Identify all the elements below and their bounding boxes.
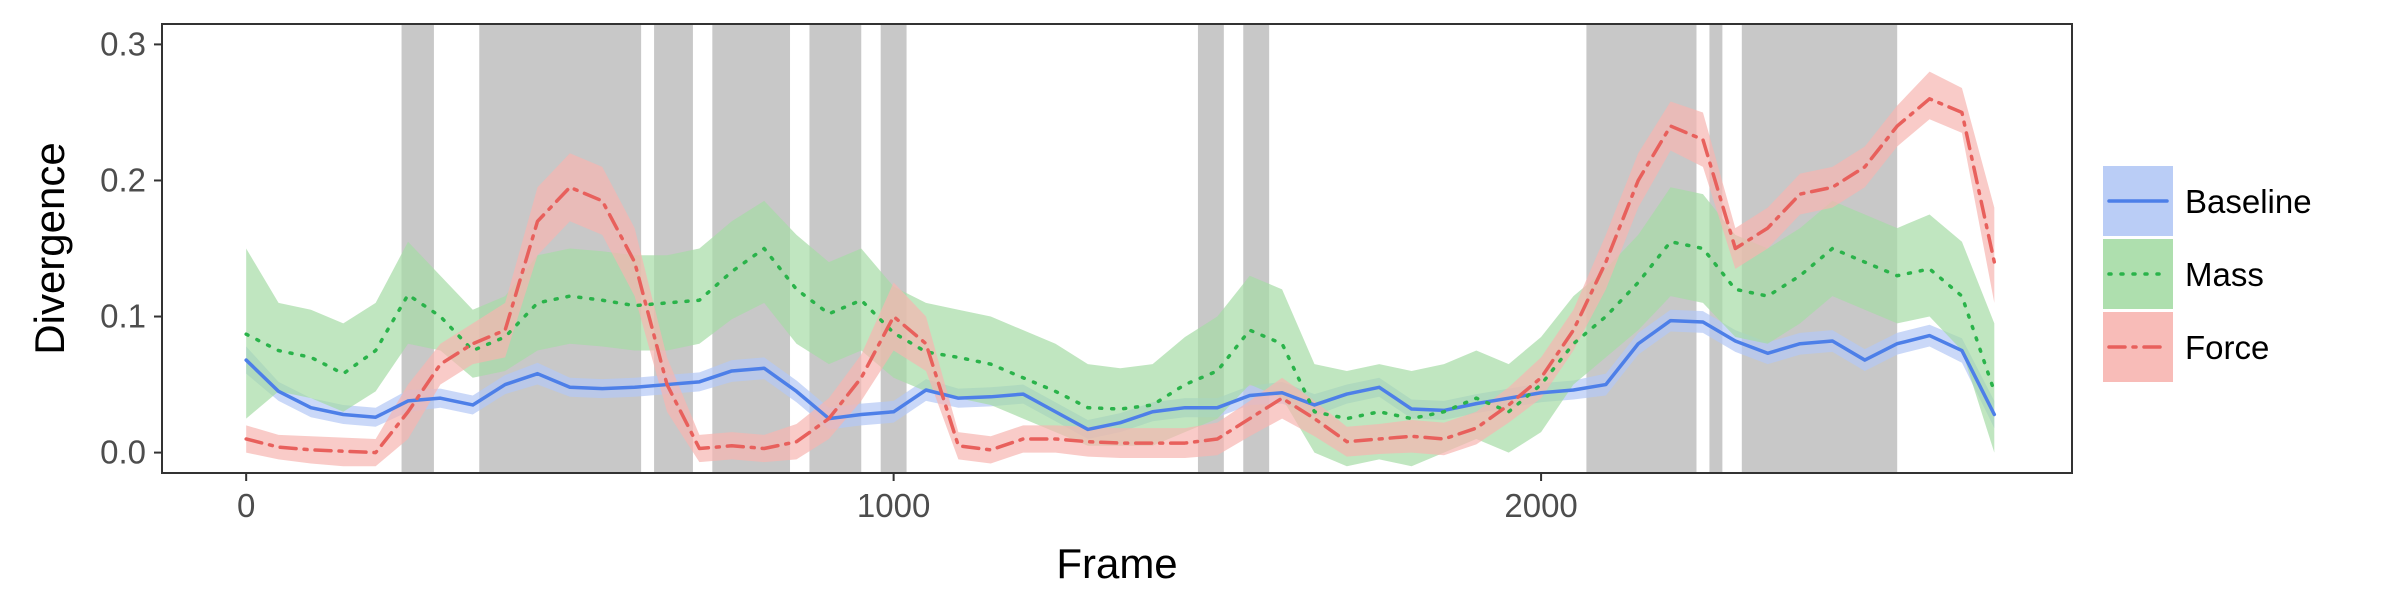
legend-item-force: Force <box>2103 312 2269 382</box>
legend-key <box>2103 239 2173 309</box>
axes: Frame Divergence 0 1000 2000 0.0 0.1 0.2 0.3 <box>26 25 1578 587</box>
band-force <box>246 71 1995 467</box>
legend: Baseline Mass Force <box>2103 166 2312 382</box>
line-baseline <box>244 318 1997 432</box>
x-axis-title: Frame <box>1056 540 1177 587</box>
legend-label: Force <box>2185 329 2269 366</box>
x-tick-label: 1000 <box>857 487 930 524</box>
line-force <box>244 97 1997 455</box>
band-mass <box>246 187 1995 467</box>
y-tick-label: 0.3 <box>100 25 146 62</box>
plot-area <box>161 23 2073 474</box>
y-tick-label: 0.2 <box>100 161 146 198</box>
y-axis-title: Divergence <box>26 142 73 354</box>
x-tick-label: 2000 <box>1504 487 1577 524</box>
legend-label: Mass <box>2185 256 2264 293</box>
y-tick-label: 0.1 <box>100 298 146 335</box>
legend-item-baseline: Baseline <box>2103 166 2312 236</box>
legend-label: Baseline <box>2185 183 2312 220</box>
plot-border <box>161 23 2073 474</box>
legend-item-mass: Mass <box>2103 239 2264 309</box>
x-tick-label: 0 <box>237 487 255 524</box>
y-tick-label: 0.0 <box>100 434 146 471</box>
